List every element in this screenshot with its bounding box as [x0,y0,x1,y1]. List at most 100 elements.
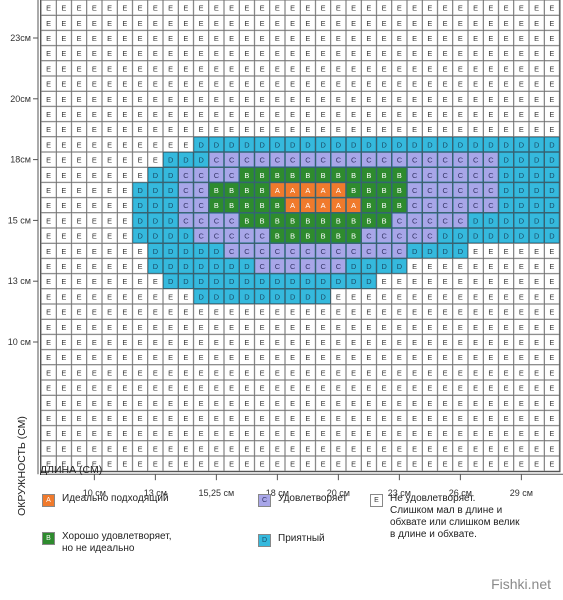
heatmap-cell-label: E [183,292,188,301]
heatmap-cell-label: E [443,19,448,28]
heatmap-cell-label: E [443,64,448,73]
heatmap-cell-label: E [107,308,112,317]
heatmap-cell-E [483,365,499,380]
heatmap-cell-E [392,365,407,380]
heatmap-cell-label: D [534,186,539,195]
heatmap-cell-label: E [229,4,234,13]
heatmap-cell-label: E [138,292,143,301]
heatmap-cell-label: E [321,110,326,119]
heatmap-cell-E [132,91,148,107]
heatmap-cell-label: E [244,338,249,347]
heatmap-cell-E [163,319,178,335]
heatmap-cell-label: D [168,262,173,271]
heatmap-cell-E [117,243,133,259]
heatmap-cell-label: E [77,460,82,469]
heatmap-cell-label: E [290,110,295,119]
heatmap-cell-D [270,137,285,152]
heatmap-cell-label: E [244,34,249,43]
heatmap-cell-C [392,152,407,167]
heatmap-cell-D [178,258,194,274]
heatmap-cell-label: E [229,110,234,119]
heatmap-cell-D [514,182,529,198]
heatmap-cell-C [254,152,270,167]
heatmap-cell-label: E [473,414,478,423]
heatmap-cell-B [254,213,270,228]
heatmap-cell-E [437,15,453,31]
heatmap-cell-C [285,258,300,274]
heatmap-cell-label: E [382,429,387,438]
heatmap-cell-label: E [549,64,554,73]
heatmap-cell-label: D [183,262,188,271]
heatmap-cell-label: D [519,140,524,149]
heatmap-cell-label: E [321,34,326,43]
heatmap-cell-E [254,456,270,471]
heatmap-cell-label: E [138,140,143,149]
heatmap-cell-label: D [397,262,402,271]
heatmap-cell-label: E [244,444,249,453]
heatmap-cell-label: E [382,110,387,119]
heatmap-cell-label: E [168,292,173,301]
heatmap-cell-D [163,213,178,228]
heatmap-cell-E [178,45,194,61]
heatmap-cell-label: E [321,399,326,408]
heatmap-cell-E [239,76,255,91]
heatmap-cell-label: E [549,19,554,28]
heatmap-cell-label: E [473,384,478,393]
heatmap-cell-label: E [260,95,265,104]
heatmap-cell-A [346,197,361,213]
heatmap-cell-label: E [397,460,402,469]
heatmap-cell-label: E [397,308,402,317]
heatmap-cell-label: E [473,110,478,119]
heatmap-cell-label: E [168,49,173,58]
heatmap-cell-B [376,197,392,213]
heatmap-cell-label: C [320,247,326,256]
heatmap-cell-label: E [549,110,554,119]
heatmap-cell-E [529,91,544,107]
heatmap-cell-label: D [549,216,554,225]
heatmap-cell-E [178,304,194,319]
heatmap-cell-E [361,365,377,380]
heatmap-cell-label: D [198,140,203,149]
heatmap-cell-E [148,304,163,319]
heatmap-cell-label: E [504,4,509,13]
heatmap-cell-label: E [549,429,554,438]
heatmap-cell-label: C [427,232,433,241]
heatmap-cell-E [315,91,331,107]
heatmap-cell-E [209,319,224,335]
heatmap-cell-label: E [382,49,387,58]
heatmap-cell-label: E [351,80,356,89]
heatmap-cell-label: E [107,156,112,165]
heatmap-cell-E [41,0,56,15]
heatmap-cell-label: E [519,338,524,347]
heatmap-cell-label: C [275,156,281,165]
heatmap-cell-label: E [412,444,417,453]
heatmap-cell-E [117,334,133,350]
x-tick-label: 26 см [449,488,472,498]
heatmap-cell-label: B [244,216,249,225]
heatmap-cell-E [544,349,560,365]
heatmap-cell-label: E [458,399,463,408]
heatmap-cell-label: E [427,292,432,301]
heatmap-cell-C [453,167,468,183]
heatmap-cell-E [285,45,300,61]
heatmap-cell-D [514,228,529,243]
heatmap-cell-label: E [199,34,204,43]
heatmap-cell-E [148,91,163,107]
heatmap-cell-E [376,289,392,304]
heatmap-cell-label: E [77,338,82,347]
heatmap-cell-label: E [92,429,97,438]
heatmap-cell-label: C [229,247,235,256]
heatmap-cell-D [270,289,285,304]
heatmap-cell-C [178,197,194,213]
heatmap-cell-E [56,228,72,243]
heatmap-cell-label: E [183,429,188,438]
watermark: Fishki.net [491,576,551,592]
heatmap-cell-D [453,243,468,259]
heatmap-cell-E [71,289,87,304]
heatmap-cell-label: E [107,80,112,89]
heatmap-cell-E [102,76,117,91]
heatmap-cell-E [178,425,194,441]
heatmap-cell-label: E [519,460,524,469]
heatmap-cell-E [117,213,133,228]
heatmap-cell-label: E [321,64,326,73]
